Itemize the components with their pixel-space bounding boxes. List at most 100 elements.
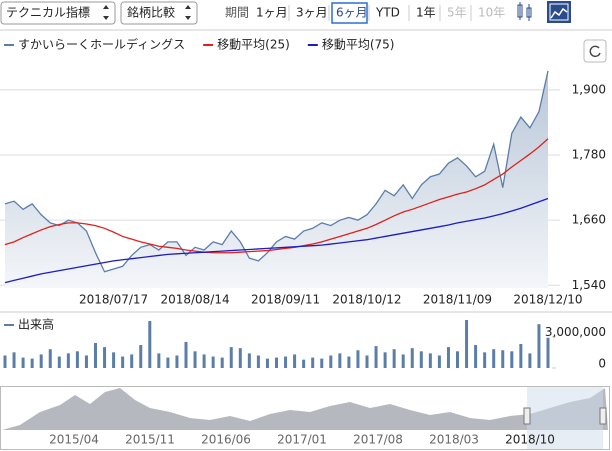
- volume-bar: [456, 351, 459, 368]
- period-button[interactable]: 1ヶ月: [256, 6, 288, 20]
- volume-bar: [121, 356, 125, 368]
- volume-bar: [57, 356, 61, 368]
- x-tick-label: 2018/11/09: [423, 293, 492, 307]
- refresh-icon: [589, 45, 601, 58]
- series-line: [4, 197, 549, 284]
- x-tick-label: 2018/10/12: [332, 293, 401, 307]
- volume-bar: [419, 351, 423, 368]
- y-tick-label: 1,540: [572, 278, 606, 292]
- volume-bar: [546, 337, 550, 368]
- volume-bar: [157, 353, 161, 368]
- volume-bar: [284, 356, 288, 368]
- refresh-button[interactable]: [583, 39, 607, 63]
- price-area: [5, 70, 548, 289]
- volume-bar: [293, 354, 297, 368]
- volume-bar: [139, 345, 143, 368]
- volume-bar: [446, 347, 450, 368]
- navigator-label: 2017/08: [353, 433, 403, 447]
- volume-bar: [519, 344, 523, 368]
- volume-bar: [229, 347, 233, 368]
- navigator-label: 2016/06: [201, 433, 251, 447]
- volume-bar: [30, 358, 34, 368]
- volume-bar: [492, 349, 496, 368]
- volume-bar: [12, 352, 16, 368]
- volume-bar: [39, 354, 43, 368]
- volume-bar: [238, 348, 242, 368]
- volume-bar: [302, 359, 306, 368]
- volume-tick-label: 0: [598, 357, 606, 371]
- volume-bar: [474, 345, 478, 368]
- volume-bar: [537, 324, 541, 368]
- volume-bar: [483, 352, 487, 368]
- navigator-label: 2018/10: [505, 433, 555, 447]
- volume-bar: [193, 351, 197, 368]
- volume-bar: [501, 350, 505, 368]
- volume-bar: [428, 353, 432, 368]
- navigator-label: 2018/03: [429, 433, 479, 447]
- select-arrow: [185, 5, 191, 20]
- indicator-select[interactable]: [0, 1, 116, 25]
- compare-label: 銘柄比較: [127, 5, 175, 20]
- volume-bar: [75, 351, 79, 368]
- navigator-label: 2015/11: [125, 433, 175, 447]
- volume-bar: [175, 355, 179, 368]
- period-button[interactable]: 1年: [416, 6, 436, 20]
- x-tick-label: 2018/07/17: [79, 293, 148, 307]
- volume-bar: [347, 356, 351, 368]
- volume-bar: [320, 358, 324, 368]
- period-button[interactable]: YTD: [375, 6, 400, 20]
- volume-bar: [220, 357, 224, 368]
- volume-tick-label: 3,000,000: [545, 325, 606, 339]
- y-tick-label: 1,660: [572, 213, 606, 227]
- navigator-area: [2, 388, 608, 430]
- period-button[interactable]: 3ヶ月: [296, 6, 328, 20]
- volume-bar: [211, 356, 215, 368]
- select-arrow: [103, 5, 109, 20]
- volume-bar: [184, 341, 188, 368]
- volume-bar: [365, 355, 369, 368]
- volume-bar: [256, 355, 260, 368]
- toolbar: テクニカル指標 銘柄比較 期間 1ヶ月 3ヶ月 6ヶ月 YTD 1年 5年 10年: [0, 1, 571, 25]
- legend-label: 移動平均(75): [322, 38, 395, 52]
- period-button: 5年: [447, 6, 467, 20]
- candle-icon[interactable]: [517, 2, 532, 21]
- volume-bar: [528, 353, 532, 368]
- volume-bar: [410, 348, 414, 368]
- area-icon[interactable]: [547, 1, 571, 23]
- period-selected[interactable]: [331, 2, 368, 24]
- x-tick-label: 2018/09/11: [251, 293, 320, 307]
- volume-bar: [465, 320, 469, 368]
- volume-bar: [202, 354, 206, 368]
- volume-bar: [265, 358, 269, 368]
- volume-bar: [392, 349, 396, 368]
- volume-bar: [311, 357, 315, 368]
- legend-label: 移動平均(25): [217, 38, 290, 52]
- period-button: 10年: [478, 6, 505, 20]
- period-button[interactable]: 6ヶ月: [336, 6, 368, 20]
- navigator-label: 2017/01: [277, 433, 327, 447]
- y-tick-label: 1,900: [572, 82, 606, 96]
- navigator-handle[interactable]: [599, 407, 607, 425]
- navigator-label: 2015/04: [49, 433, 99, 447]
- volume-bar: [103, 347, 107, 368]
- indicator-label: テクニカル指標: [6, 5, 90, 20]
- x-tick-label: 2018/12/10: [513, 293, 582, 307]
- volume-bar: [374, 346, 378, 368]
- volume-bar: [84, 355, 88, 368]
- volume-bar: [48, 349, 52, 368]
- series-line: [4, 70, 549, 273]
- x-tick-label: 2018/08/14: [160, 293, 229, 307]
- compare-select[interactable]: [120, 1, 198, 25]
- volume-bar: [3, 355, 7, 368]
- volume-bar: [166, 357, 170, 368]
- volume-bar: [130, 354, 134, 368]
- navigator-selection[interactable]: [527, 387, 603, 449]
- volume-bar: [338, 353, 342, 368]
- volume-bar: [383, 352, 387, 368]
- navigator-handle[interactable]: [523, 407, 531, 425]
- series-line: [4, 138, 549, 254]
- volume-bar: [356, 350, 360, 368]
- volume-bar: [66, 353, 70, 368]
- volume-bar: [510, 351, 514, 368]
